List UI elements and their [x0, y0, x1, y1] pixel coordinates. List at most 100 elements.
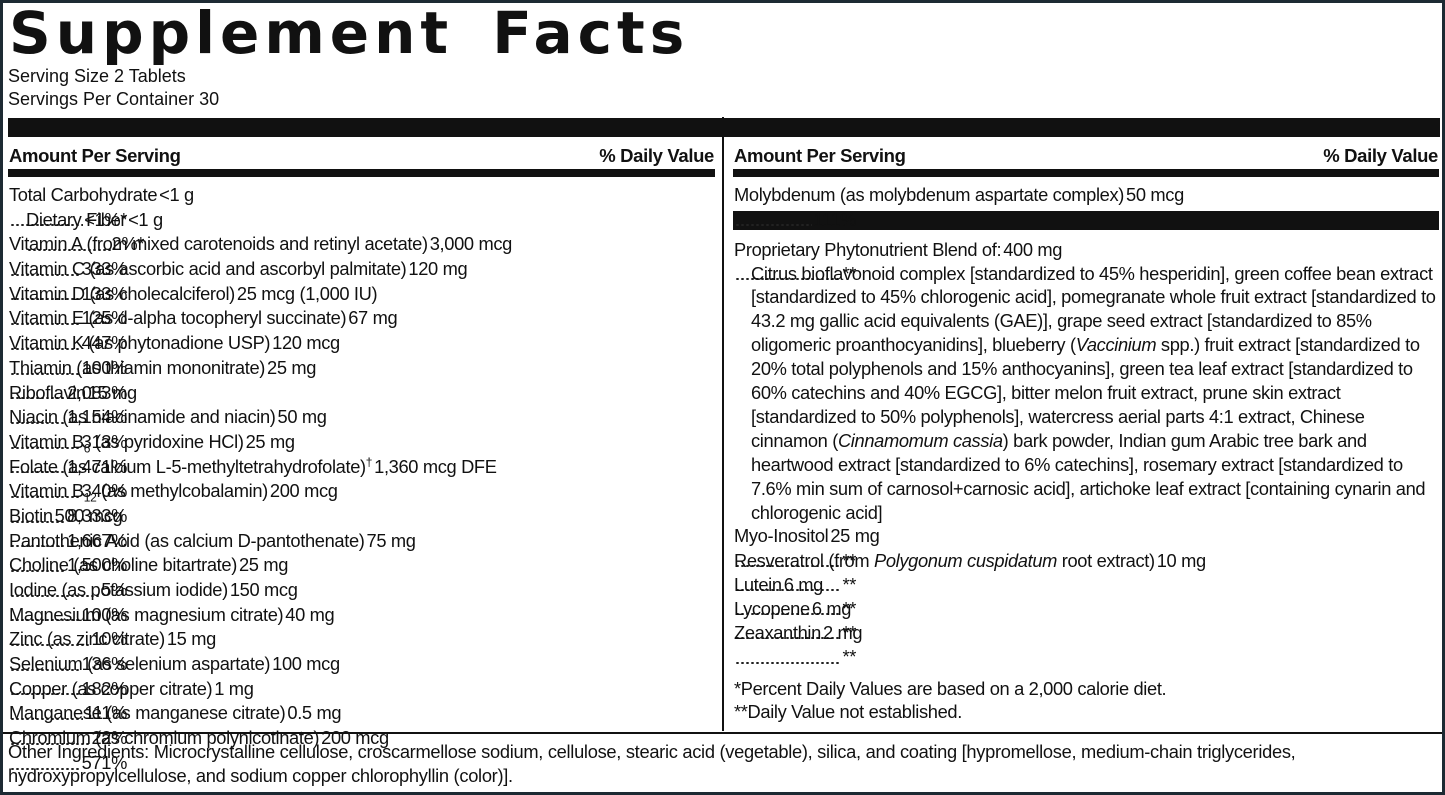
nutrient-name: Proprietary Phytonutrient Blend of:: [734, 238, 1002, 260]
dv-cell: 313%: [9, 430, 127, 455]
title: Supplement Facts: [9, 0, 690, 67]
dot-leader: [735, 589, 842, 592]
amount: 10 mg: [1156, 549, 1206, 571]
name-text: Proprietary Phytonutrient Blend of:: [734, 238, 1002, 260]
dot-leader: [10, 421, 67, 424]
nutrient-row: Zinc (as zinc citrate) 15 mg 136%: [9, 627, 714, 674]
nutrient-name: Thiamin (as thiamin mononitrate): [9, 357, 265, 378]
daily-value: 571%: [81, 751, 128, 773]
left-header: Amount Per Serving % Daily Value: [9, 142, 714, 169]
dv-cell: **: [734, 645, 856, 669]
left-column: Amount Per Serving % Daily Value Total C…: [8, 142, 715, 773]
dot-leader: [735, 613, 842, 616]
dv-cell: **: [734, 262, 856, 286]
header-rule: [733, 169, 1439, 177]
nutrient-row: Manganese (as manganese citrate) 0.5 mg 22…: [9, 701, 714, 748]
dot-leader: [10, 520, 67, 523]
dot-leader: [10, 446, 81, 449]
amount: 25 mg: [267, 356, 317, 378]
daily-value: 313%: [81, 430, 128, 452]
description-italic: Cinnamomum cassia: [837, 429, 1003, 451]
nutrient-name: Vitamin K (as phytonadione USP): [9, 332, 271, 353]
dv-cell: 1,471%: [9, 455, 127, 480]
daily-value: 182%: [81, 677, 128, 699]
dot-leader: [10, 693, 81, 696]
name-rest: (as pyridoxine HCl): [90, 430, 244, 452]
name-text: Myo-Inositol: [734, 525, 829, 547]
amount: 6 mg: [811, 598, 852, 620]
daily-value: **: [842, 262, 856, 284]
dv-cell: **: [734, 621, 856, 645]
dv-cell: <1%*: [9, 208, 127, 233]
description-italic: Vaccinium: [1075, 334, 1157, 356]
dv-cell: 100%: [9, 603, 127, 628]
nutrient-name: Vitamin B6 (as pyridoxine HCl): [9, 430, 244, 455]
nutrient-row: Magnesium (as magnesium citrate) 40 mg 10%: [9, 603, 714, 650]
nutrient-name: Vitamin D (as cholecalciferol): [9, 283, 235, 304]
dot-leader: [10, 570, 67, 573]
amount: 150 mcg: [229, 579, 298, 600]
daily-value: 1,154%: [67, 406, 127, 428]
name-subscript: 12: [83, 490, 97, 505]
dot-leader: [735, 224, 813, 226]
nutrient-row: Molybdenum (as molybdenum aspartate comp…: [734, 183, 1438, 230]
name-text: Vitamin A (from mixed carotenoids and re…: [9, 233, 428, 255]
name-rest: (as methylcobalamin): [96, 480, 268, 502]
name-text: Riboflavin: [9, 381, 86, 403]
nutrient-row: Proprietary Phytonutrient Blend of: 400 m…: [734, 238, 1438, 284]
dot-leader: [10, 644, 91, 647]
amount: 6 mg: [783, 573, 824, 595]
nutrient-name: Vitamin C (as ascorbic acid and ascorbyl…: [9, 258, 407, 279]
amount: 50 mcg: [1126, 184, 1184, 205]
dv-cell: 133%: [9, 282, 127, 307]
name-italic: Polygonum cuspidatum: [873, 549, 1058, 571]
name-text: Vitamin B: [9, 430, 84, 452]
daily-value: **: [842, 573, 856, 595]
header-amount: Amount Per Serving: [9, 145, 181, 166]
daily-value: 111%: [84, 702, 127, 724]
dv-cell: 10%: [9, 627, 127, 652]
nutrient-row: Myo-Inositol 25 mg **: [734, 524, 1438, 570]
dot-leader: [27, 249, 111, 252]
name-text: Biotin: [9, 504, 53, 526]
nutrient-name: Lutein: [734, 574, 782, 595]
nutrient-name: Copper (as copper citrate): [9, 678, 213, 699]
nutrient-name: Lycopene: [734, 598, 810, 619]
nutrient-name: Pantothenic Acid (as calcium D-pantothen…: [9, 530, 365, 551]
amount: 400 mg: [1003, 238, 1063, 260]
dv-cell: 1,500%: [9, 553, 127, 578]
name-text: Zeaxanthin: [734, 622, 821, 644]
nutrient-row: Lutein 6 mg **: [734, 573, 1438, 619]
amount: 67 mg: [348, 307, 398, 329]
nutrient-name: Riboflavin: [9, 382, 86, 403]
header-rule: [8, 169, 715, 177]
thick-bar: [733, 210, 1439, 230]
dot-leader: [10, 495, 81, 498]
nutrient-row: Vitamin K (as phytonadione USP) 120 mcg 10…: [9, 331, 714, 378]
nutrient-row: Choline (as choline bitartrate) 25 mg 5%: [9, 553, 714, 600]
dv-cell: **: [734, 597, 856, 621]
nutrient-row: Biotin 500 mcg 1,667%: [9, 504, 714, 551]
dv-cell: 571%: [9, 751, 127, 776]
nutrient-name: Dietary Fiber: [26, 209, 126, 230]
amount: 25 mg: [830, 525, 880, 547]
name-text: Choline (as choline bitartrate): [9, 554, 237, 576]
nutrient-row: Pantothenic Acid (as calcium D-pantothen…: [9, 529, 714, 576]
name-text: Magnesium (as magnesium citrate): [9, 603, 284, 625]
dv-cell: 447%: [9, 331, 127, 356]
name-text: Selenium (as selenium aspartate): [9, 653, 271, 675]
amount: 25 mg: [245, 430, 295, 452]
blend-description: Citrus bioflavonoid complex [standardize…: [734, 262, 1438, 525]
right-column: Amount Per Serving % Daily Value Molybde…: [733, 142, 1439, 723]
nutrient-row: Dietary Fiber <1 g 2%*: [9, 208, 714, 255]
name-text: Manganese (as manganese citrate): [9, 702, 286, 724]
name-text: Lutein: [734, 573, 782, 595]
amount: 25 mcg (1,000 IU): [236, 282, 378, 304]
amount: 2 mg: [822, 622, 863, 644]
nutrient-row: Vitamin D (as cholecalciferol) 25 mcg (1,…: [9, 282, 714, 329]
name-text: Pantothenic Acid (as calcium D-pantothen…: [9, 529, 365, 551]
daily-value: 125%: [81, 307, 128, 329]
amount: 100 mcg: [272, 653, 340, 675]
nutrient-row: Iodine (as potassium iodide) 150 mcg 100%: [9, 578, 714, 625]
footnote: *Percent Daily Values are based on a 2,0…: [734, 678, 1167, 700]
